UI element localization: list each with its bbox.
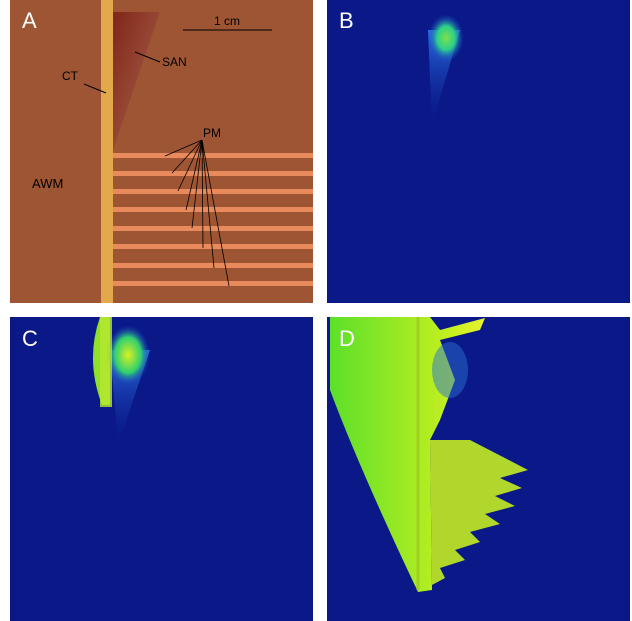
tissue-background [10, 0, 313, 303]
awm-label: AWM [32, 176, 63, 191]
panel-label: B [339, 8, 354, 33]
activation-front [428, 14, 464, 62]
panel-label: C [22, 326, 38, 351]
panel-a: A 1 cm CT SAN PM AWM [10, 0, 313, 303]
panel-label: D [339, 326, 355, 351]
ct-label: CT [62, 69, 79, 83]
panel-b: B [327, 0, 630, 303]
map-background [327, 0, 630, 303]
map-background [10, 317, 313, 621]
ct-activation [100, 317, 112, 407]
recovery-zone [432, 342, 468, 398]
activation-front [106, 325, 150, 385]
pm-label: PM [203, 126, 221, 140]
crista-terminalis [101, 0, 113, 303]
panel-label: A [22, 8, 37, 33]
scale-label: 1 cm [214, 14, 240, 28]
panel-d: D [327, 317, 630, 621]
figure: A 1 cm CT SAN PM AWM B C [0, 0, 632, 621]
san-label: SAN [162, 55, 187, 69]
panel-c: C [10, 317, 313, 621]
